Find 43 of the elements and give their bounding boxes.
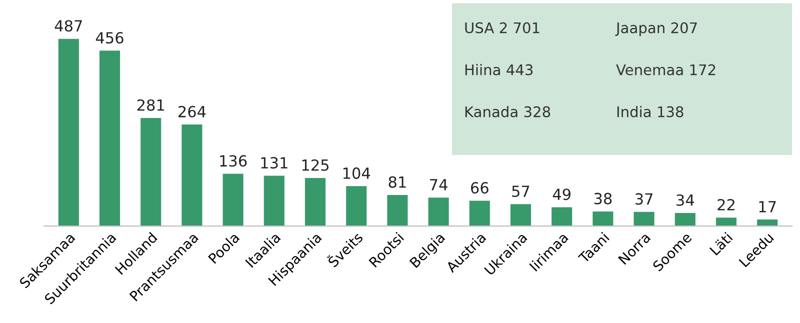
- annotation: Venemaa 172: [616, 64, 716, 76]
- bar: [757, 220, 778, 226]
- annotation: India 138: [617, 106, 684, 118]
- bar: [346, 186, 367, 226]
- bar: [552, 207, 572, 226]
- bar: [140, 118, 162, 226]
- data-label: 487: [54, 20, 82, 32]
- bar: [264, 176, 284, 226]
- bar: [510, 204, 532, 226]
- annotation: Kanada 328: [465, 106, 550, 118]
- bar: [469, 200, 490, 226]
- data-label: 136: [220, 155, 247, 167]
- data-label: 34: [676, 194, 694, 206]
- data-label: 66: [470, 182, 488, 194]
- bar: [674, 213, 696, 226]
- data-label: 22: [718, 198, 734, 210]
- data-label: 456: [96, 32, 124, 44]
- data-label: 131: [261, 157, 288, 169]
- data-label: 264: [178, 106, 206, 118]
- data-label: 17: [759, 201, 776, 212]
- bar: [58, 38, 79, 226]
- bar: [634, 212, 654, 226]
- annotation: Hiina 443: [465, 64, 533, 76]
- data-label: 38: [594, 192, 612, 204]
- x-tick-label: Läti: [709, 232, 733, 256]
- bar: [222, 174, 244, 226]
- data-label: 125: [302, 159, 328, 171]
- data-label: 81: [388, 176, 406, 188]
- bar: [592, 211, 614, 226]
- bar: [99, 50, 120, 226]
- text: USA 2 701: [465, 22, 540, 34]
- data-label: 49: [552, 188, 570, 200]
- text: Jaapan 207: [615, 22, 697, 36]
- data-label: 57: [512, 186, 530, 198]
- data-label: 281: [137, 99, 164, 111]
- data-label: 104: [343, 167, 370, 179]
- bar: [304, 178, 326, 226]
- bar: [387, 194, 408, 226]
- data-label: 37: [635, 193, 652, 205]
- bar: [428, 198, 449, 226]
- bar: [182, 124, 202, 226]
- data-label: 74: [430, 179, 448, 190]
- bar: [716, 218, 737, 226]
